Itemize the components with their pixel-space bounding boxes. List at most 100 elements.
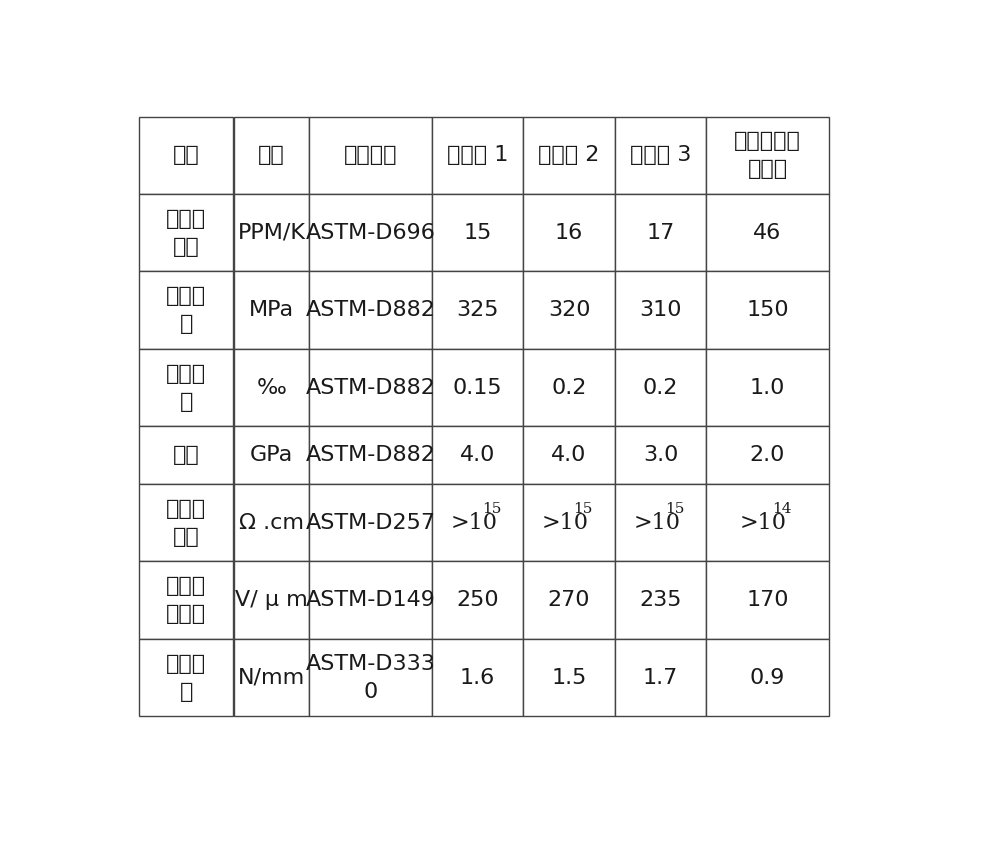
- Bar: [615, 349, 706, 426]
- Text: 320: 320: [548, 300, 590, 320]
- Bar: [234, 349, 309, 426]
- Bar: [139, 426, 233, 484]
- Text: 实施例 3: 实施例 3: [630, 146, 691, 165]
- Bar: [706, 272, 829, 349]
- Text: ASTM-D882: ASTM-D882: [306, 377, 436, 398]
- Bar: [309, 639, 432, 717]
- Text: 15: 15: [665, 502, 684, 515]
- Text: 拉伸强
度: 拉伸强 度: [166, 286, 206, 334]
- Bar: [139, 272, 233, 349]
- Text: 交流电
气强度: 交流电 气强度: [166, 576, 206, 625]
- Text: 16: 16: [555, 222, 583, 243]
- Text: 性能: 性能: [173, 146, 200, 165]
- Bar: [523, 484, 615, 561]
- Bar: [309, 561, 432, 639]
- Text: 常规聚酰亚
胺薄膜: 常规聚酰亚 胺薄膜: [734, 131, 801, 180]
- Text: >10: >10: [450, 512, 497, 533]
- Bar: [615, 117, 706, 194]
- Text: >10: >10: [633, 512, 680, 533]
- Text: Ω .cm: Ω .cm: [239, 513, 304, 532]
- Bar: [706, 639, 829, 717]
- Text: ASTM-D333
0: ASTM-D333 0: [306, 653, 436, 701]
- Bar: [234, 426, 309, 484]
- Bar: [706, 426, 829, 484]
- Text: MPa: MPa: [249, 300, 294, 320]
- Text: ASTM-D149: ASTM-D149: [306, 590, 436, 610]
- Text: 17: 17: [646, 222, 675, 243]
- Bar: [432, 484, 523, 561]
- Bar: [234, 117, 309, 194]
- Text: >10: >10: [740, 512, 787, 533]
- Bar: [523, 561, 615, 639]
- Text: 1.6: 1.6: [460, 668, 495, 688]
- Text: GPa: GPa: [250, 446, 293, 465]
- Bar: [706, 117, 829, 194]
- Bar: [615, 561, 706, 639]
- Text: 15: 15: [482, 502, 501, 515]
- Text: 实施例 2: 实施例 2: [538, 146, 600, 165]
- Bar: [432, 561, 523, 639]
- Text: ASTM-D696: ASTM-D696: [306, 222, 436, 243]
- Text: 2.0: 2.0: [750, 446, 785, 465]
- Text: ‰: ‰: [257, 377, 286, 398]
- Bar: [309, 194, 432, 272]
- Bar: [139, 639, 233, 717]
- Bar: [139, 194, 233, 272]
- Bar: [615, 426, 706, 484]
- Bar: [139, 349, 233, 426]
- Bar: [139, 561, 233, 639]
- Text: 0.15: 0.15: [453, 377, 502, 398]
- Bar: [523, 426, 615, 484]
- Bar: [432, 117, 523, 194]
- Bar: [615, 484, 706, 561]
- Text: 4.0: 4.0: [551, 446, 587, 465]
- Text: >10: >10: [542, 512, 589, 533]
- Bar: [523, 272, 615, 349]
- Text: 170: 170: [746, 590, 789, 610]
- Text: 热膨胀
系数: 热膨胀 系数: [166, 209, 206, 256]
- Bar: [234, 561, 309, 639]
- Bar: [309, 117, 432, 194]
- Bar: [706, 194, 829, 272]
- Bar: [139, 117, 233, 194]
- Text: PPM/K: PPM/K: [237, 222, 305, 243]
- Text: 模量: 模量: [173, 446, 200, 465]
- Text: 剥离强
度: 剥离强 度: [166, 653, 206, 701]
- Text: 46: 46: [753, 222, 782, 243]
- Bar: [615, 639, 706, 717]
- Text: 310: 310: [639, 300, 682, 320]
- Bar: [309, 426, 432, 484]
- Bar: [309, 484, 432, 561]
- Bar: [615, 272, 706, 349]
- Text: 1.0: 1.0: [750, 377, 785, 398]
- Bar: [234, 272, 309, 349]
- Text: 0.2: 0.2: [551, 377, 587, 398]
- Bar: [432, 272, 523, 349]
- Text: 0.2: 0.2: [643, 377, 678, 398]
- Text: 3.0: 3.0: [643, 446, 678, 465]
- Bar: [234, 639, 309, 717]
- Text: 250: 250: [456, 590, 499, 610]
- Text: 1.7: 1.7: [643, 668, 678, 688]
- Text: ASTM-D257: ASTM-D257: [306, 513, 436, 532]
- Text: 14: 14: [772, 502, 791, 515]
- Text: N/mm: N/mm: [238, 668, 305, 688]
- Bar: [234, 194, 309, 272]
- Bar: [139, 484, 233, 561]
- Text: 150: 150: [746, 300, 789, 320]
- Text: 270: 270: [548, 590, 590, 610]
- Bar: [523, 117, 615, 194]
- Text: 测试方法: 测试方法: [344, 146, 397, 165]
- Bar: [432, 426, 523, 484]
- Bar: [706, 484, 829, 561]
- Text: 235: 235: [639, 590, 682, 610]
- Text: ASTM-D882: ASTM-D882: [306, 446, 436, 465]
- Text: 325: 325: [456, 300, 499, 320]
- Text: 4.0: 4.0: [460, 446, 495, 465]
- Bar: [432, 349, 523, 426]
- Text: 0.9: 0.9: [750, 668, 785, 688]
- Text: 热收缩
率: 热收缩 率: [166, 364, 206, 412]
- Text: V/ μ m: V/ μ m: [235, 590, 308, 610]
- Text: ASTM-D882: ASTM-D882: [306, 300, 436, 320]
- Text: 实施例 1: 实施例 1: [447, 146, 508, 165]
